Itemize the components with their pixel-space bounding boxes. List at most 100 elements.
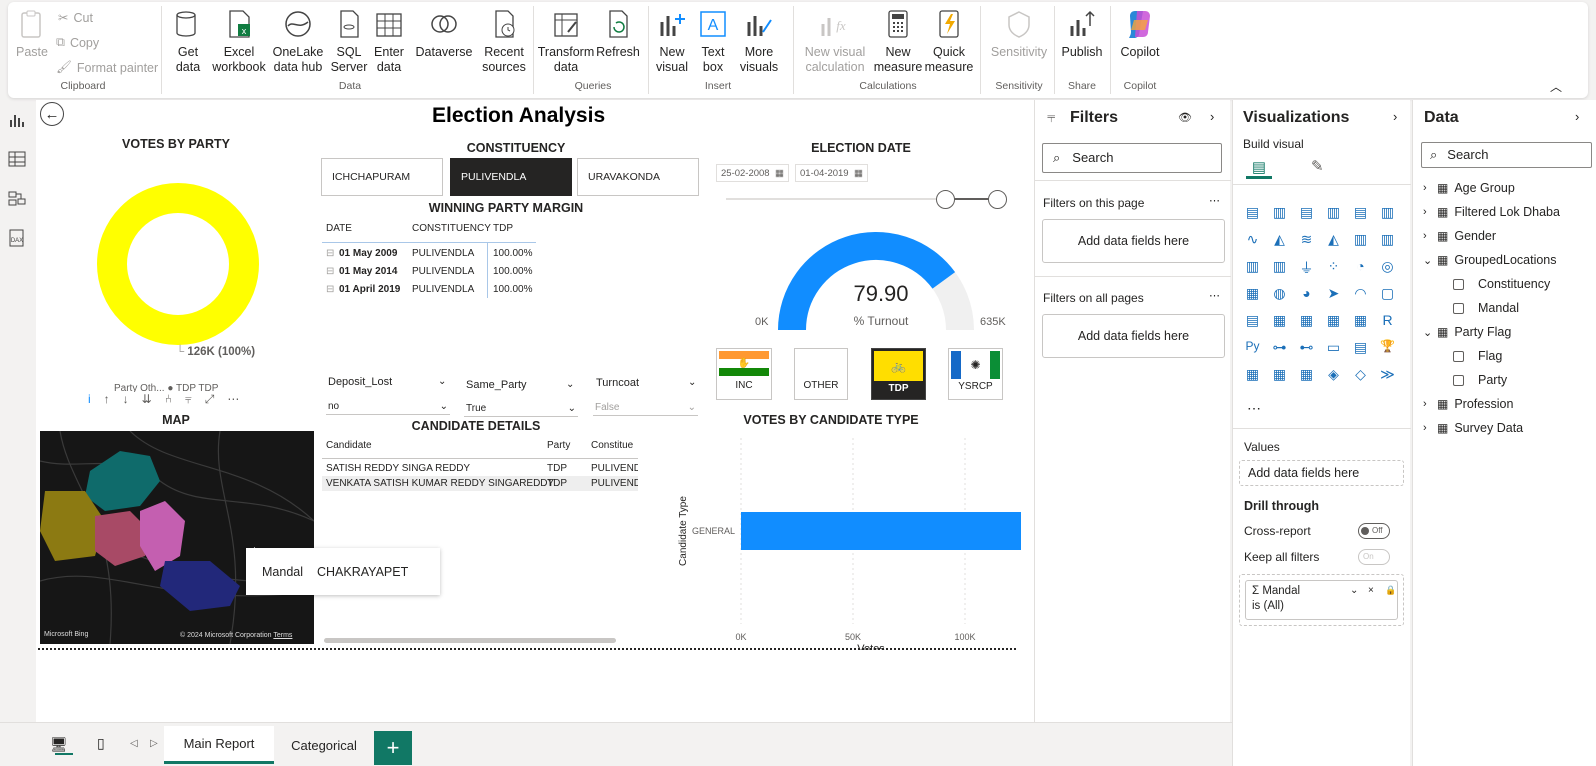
chevron-right-icon[interactable]: ›	[1423, 182, 1427, 194]
visual-type-icon[interactable]: ▥	[1245, 258, 1260, 274]
donut-chart[interactable]	[96, 182, 260, 346]
new-visual-calculation-button[interactable]: fx New visual calculation	[800, 8, 870, 75]
chevron-down-icon[interactable]: ⌄	[1423, 254, 1433, 267]
drill-up-icon[interactable]: ↑	[103, 392, 110, 406]
visual-type-icon[interactable]: ▥	[1326, 204, 1341, 220]
expand-row-icon[interactable]: ⊟	[326, 284, 335, 295]
tab-main-report[interactable]: Main Report	[164, 726, 274, 764]
chevron-down-icon[interactable]: ⌄	[438, 376, 447, 387]
data-search-input[interactable]: ⌕ Search	[1421, 142, 1592, 168]
format-painter-button[interactable]: 🖌 Format painter	[56, 60, 159, 75]
map-region[interactable]	[40, 491, 105, 561]
paste-button[interactable]: Paste	[16, 8, 48, 60]
map-region[interactable]	[95, 511, 150, 566]
table-node[interactable]: › ▦ Filtered Lok Dhaba	[1423, 205, 1560, 219]
visual-type-icon[interactable]: ▦	[1272, 366, 1287, 382]
visual-type-icon[interactable]: ▦	[1353, 312, 1368, 328]
visual-type-icon[interactable]: ◭	[1328, 231, 1339, 247]
excel-workbook-button[interactable]: x Excel workbook	[211, 8, 267, 75]
expand-next-icon[interactable]: ⑃	[164, 392, 172, 406]
chevron-down-icon[interactable]: ⌄	[1423, 326, 1433, 339]
visual-type-icon[interactable]: ◇	[1355, 366, 1366, 382]
visual-type-icon[interactable]: ▤	[1245, 312, 1260, 328]
visual-type-icon[interactable]: ▢	[1380, 285, 1395, 301]
sql-server-button[interactable]: SQL Server	[330, 8, 368, 75]
new-measure-button[interactable]: New measure	[874, 8, 922, 75]
publish-button[interactable]: Publish	[1060, 8, 1104, 60]
visual-type-icon[interactable]: ≫	[1380, 366, 1395, 382]
party-tile-ysrcp[interactable]: ✺ YSRCP	[948, 348, 1003, 400]
party-tile-inc[interactable]: ✋ INC	[716, 348, 772, 400]
next-page-icon[interactable]: ▷	[150, 738, 158, 749]
expand-row-icon[interactable]: ⊟	[326, 266, 335, 277]
turncoat-dropdown[interactable]: False ⌄	[593, 398, 698, 416]
visual-type-icon[interactable]: ∿	[1246, 231, 1259, 247]
field-checkbox[interactable]	[1453, 302, 1464, 314]
chevron-right-icon[interactable]: ›	[1423, 206, 1427, 218]
transform-data-button[interactable]: Transform data	[538, 8, 594, 75]
refresh-button[interactable]: Refresh	[596, 8, 640, 60]
visual-type-icon[interactable]: ▤	[1245, 204, 1260, 220]
constituency-tile-ichchapuram[interactable]: ICHCHAPURAM	[321, 158, 443, 196]
turnout-gauge[interactable]	[766, 220, 986, 335]
date-slider-end-handle[interactable]	[988, 190, 1007, 209]
eye-icon[interactable]: 👁	[1178, 112, 1192, 124]
prev-page-icon[interactable]: ◁	[130, 738, 138, 749]
chevron-right-icon[interactable]: ›	[1423, 230, 1427, 242]
table-row[interactable]: VENKATA SATISH KUMAR REDDY SINGAREDDY TD…	[322, 476, 638, 491]
collapse-ribbon-icon[interactable]: ︿	[1550, 80, 1563, 94]
visual-type-icon[interactable]: ◭	[1274, 231, 1285, 247]
drill-through-field[interactable]: Σ Mandal is (All) ⌄ × 🔒	[1245, 580, 1398, 620]
more-visuals-icon[interactable]: ⋯	[1247, 400, 1261, 416]
visual-type-icon[interactable]: ◈	[1328, 366, 1339, 382]
filter-icon[interactable]: ⫧	[184, 392, 192, 406]
date-slider-track[interactable]	[726, 198, 1006, 200]
more-options-icon[interactable]: ⋯	[227, 392, 240, 406]
visual-type-icon[interactable]: ◕	[1302, 285, 1311, 301]
add-page-button[interactable]: +	[374, 731, 412, 765]
copilot-button[interactable]: Copilot	[1116, 8, 1164, 60]
build-visual-tab-icon[interactable]: ▤	[1246, 157, 1272, 179]
visual-type-icon[interactable]: ▤	[1353, 339, 1368, 355]
chevron-down-icon[interactable]: ⌄	[688, 377, 697, 388]
values-drop-zone[interactable]: Add data fields here	[1239, 460, 1404, 486]
field-checkbox[interactable]	[1453, 374, 1464, 386]
visual-type-icon[interactable]: ▥	[1380, 204, 1395, 220]
collapse-pane-icon[interactable]: ›	[1575, 109, 1580, 124]
visual-type-icon[interactable]: ⁘	[1327, 258, 1340, 274]
map-region[interactable]	[85, 451, 160, 511]
report-view-icon[interactable]	[8, 112, 26, 128]
visual-type-icon[interactable]: ▦	[1272, 312, 1287, 328]
party-tile-other[interactable]: OTHER	[794, 348, 848, 400]
format-visual-tab-icon[interactable]: ✎	[1311, 158, 1324, 175]
more-options-icon[interactable]: ⋯	[1209, 195, 1220, 207]
table-node[interactable]: › ▦ Survey Data	[1423, 421, 1524, 435]
visual-type-icon[interactable]: ≋	[1300, 231, 1313, 247]
cross-report-toggle[interactable]: Off	[1358, 523, 1390, 539]
map-region[interactable]	[160, 561, 240, 611]
field-checkbox[interactable]	[1453, 278, 1464, 290]
map-visual[interactable]: Microsoft Bing © 2024 Microsoft Corporat…	[40, 431, 314, 644]
table-node[interactable]: › ▦ Gender	[1423, 229, 1497, 243]
table-row[interactable]: SATISH REDDY SINGA REDDY TDP PULIVENDLA	[326, 463, 638, 474]
donut-slice-tdp[interactable]	[97, 183, 259, 345]
chevron-down-icon[interactable]: ⌄	[1350, 585, 1359, 596]
visual-type-icon[interactable]: ▦	[1245, 366, 1260, 382]
field-item[interactable]: Party	[1453, 373, 1507, 387]
votes-by-candidate-type-chart[interactable]: 0K 50K 100K GENERAL Votes Candidate Type	[646, 430, 1026, 650]
field-checkbox[interactable]	[1453, 350, 1464, 362]
horizontal-scrollbar[interactable]	[324, 638, 616, 643]
filters-page-drop-zone[interactable]: Add data fields here	[1042, 219, 1225, 263]
visual-type-icon[interactable]: ▦	[1326, 312, 1341, 328]
expand-row-icon[interactable]: ⊟	[326, 248, 335, 259]
visual-type-icon[interactable]: ▦	[1245, 285, 1260, 301]
end-date-input[interactable]: 01-04-2019 ▦	[795, 164, 868, 182]
terms-link[interactable]: Terms	[273, 632, 293, 639]
margin-row[interactable]: ⊟ 01 May 2009 PULIVENDLA 100.00%	[326, 248, 533, 259]
constituency-tile-pulivendla[interactable]: PULIVENDLA	[450, 158, 572, 196]
quick-measure-button[interactable]: Quick measure	[924, 8, 974, 75]
visual-type-icon[interactable]: ◠	[1354, 285, 1367, 301]
drill-down-icon[interactable]: ↓	[122, 392, 129, 406]
cut-button[interactable]: ✂ Cut	[58, 10, 93, 26]
onelake-button[interactable]: OneLake data hub	[270, 8, 326, 75]
